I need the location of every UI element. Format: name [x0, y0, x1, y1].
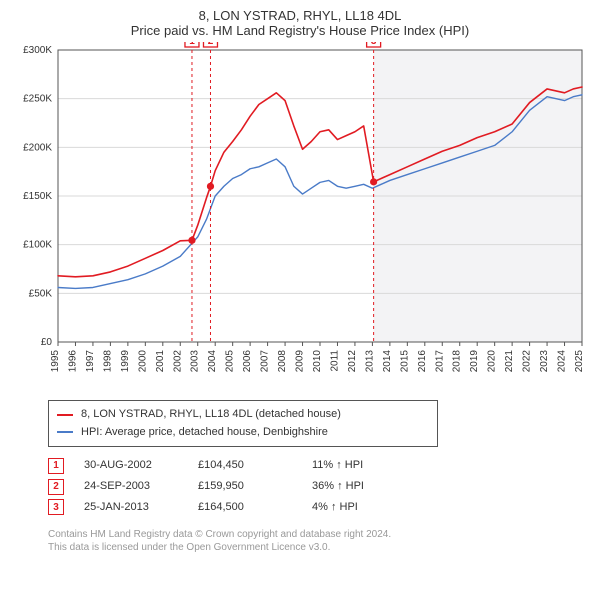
svg-text:2025: 2025: [574, 350, 585, 373]
svg-text:1995: 1995: [50, 350, 61, 373]
legend-swatch-icon: [57, 414, 73, 416]
legend-row: HPI: Average price, detached house, Denb…: [57, 424, 429, 442]
sale-row: 1 30-AUG-2002 £104,450 11% ↑ HPI: [48, 455, 590, 476]
svg-text:2004: 2004: [207, 350, 218, 373]
svg-text:£200K: £200K: [23, 142, 52, 153]
svg-text:2021: 2021: [504, 350, 515, 373]
svg-text:2001: 2001: [155, 350, 166, 373]
sale-price: £159,950: [198, 476, 298, 497]
svg-text:2014: 2014: [382, 350, 393, 373]
sale-date: 25-JAN-2013: [84, 497, 184, 518]
page-root: 8, LON YSTRAD, RHYL, LL18 4DL Price paid…: [0, 0, 600, 565]
svg-text:2019: 2019: [469, 350, 480, 373]
title-line-1: 8, LON YSTRAD, RHYL, LL18 4DL: [10, 8, 590, 23]
footnote-line-2: This data is licensed under the Open Gov…: [48, 542, 330, 553]
sale-row: 2 24-SEP-2003 £159,950 36% ↑ HPI: [48, 476, 590, 497]
sale-marker-num: 1: [53, 456, 59, 475]
svg-text:2000: 2000: [137, 350, 148, 373]
sale-price: £104,450: [198, 455, 298, 476]
svg-text:2003: 2003: [190, 350, 201, 373]
svg-text:2017: 2017: [434, 350, 445, 373]
footnote: Contains HM Land Registry data © Crown c…: [48, 528, 590, 555]
svg-text:1996: 1996: [67, 350, 78, 373]
svg-text:2006: 2006: [242, 350, 253, 373]
sale-date: 24-SEP-2003: [84, 476, 184, 497]
legend: 8, LON YSTRAD, RHYL, LL18 4DL (detached …: [48, 400, 438, 447]
sale-marker-num: 3: [53, 498, 59, 517]
svg-text:2009: 2009: [295, 350, 306, 373]
title-line-2: Price paid vs. HM Land Registry's House …: [10, 23, 590, 38]
svg-text:£150K: £150K: [23, 191, 52, 202]
svg-text:1997: 1997: [85, 350, 96, 373]
sale-marker-num: 2: [53, 477, 59, 496]
legend-row: 8, LON YSTRAD, RHYL, LL18 4DL (detached …: [57, 406, 429, 424]
sale-delta: 11% ↑ HPI: [312, 455, 402, 476]
sale-marker-icon: 3: [48, 499, 64, 515]
legend-label: 8, LON YSTRAD, RHYL, LL18 4DL (detached …: [81, 406, 341, 424]
svg-text:2015: 2015: [399, 350, 410, 373]
svg-text:2022: 2022: [522, 350, 533, 373]
chart-svg: £0 £50K £100K £150K £200K £250K £300K 1995 1996 1…: [10, 42, 590, 392]
svg-text:£50K: £50K: [29, 288, 53, 299]
legend-label: HPI: Average price, detached house, Denb…: [81, 424, 328, 442]
svg-text:£300K: £300K: [23, 45, 52, 56]
svg-text:1: 1: [189, 42, 195, 47]
svg-text:3: 3: [371, 42, 377, 47]
sale-row: 3 25-JAN-2013 £164,500 4% ↑ HPI: [48, 497, 590, 518]
svg-text:2016: 2016: [417, 350, 428, 373]
svg-text:£100K: £100K: [23, 240, 52, 251]
svg-text:2008: 2008: [277, 350, 288, 373]
svg-text:2011: 2011: [329, 350, 340, 372]
sale-delta: 4% ↑ HPI: [312, 497, 402, 518]
legend-swatch-icon: [57, 431, 73, 433]
svg-text:2013: 2013: [364, 350, 375, 373]
svg-text:2005: 2005: [225, 350, 236, 373]
sale-marker-icon: 2: [48, 479, 64, 495]
svg-text:2024: 2024: [557, 350, 568, 373]
svg-text:2020: 2020: [487, 350, 498, 373]
svg-text:1998: 1998: [102, 350, 113, 373]
svg-text:2002: 2002: [172, 350, 183, 373]
chart-area: £0 £50K £100K £150K £200K £250K £300K 1995 1996 1…: [10, 42, 590, 392]
svg-text:2010: 2010: [312, 350, 323, 373]
svg-text:2023: 2023: [539, 350, 550, 373]
svg-text:2018: 2018: [452, 350, 463, 373]
svg-text:£0: £0: [41, 337, 53, 348]
sale-delta: 36% ↑ HPI: [312, 476, 402, 497]
svg-text:1999: 1999: [120, 350, 131, 373]
svg-text:2: 2: [208, 42, 214, 47]
sales-table: 1 30-AUG-2002 £104,450 11% ↑ HPI 2 24-SE…: [48, 455, 590, 518]
sale-marker-icon: 1: [48, 458, 64, 474]
svg-text:2007: 2007: [260, 350, 271, 373]
svg-text:2012: 2012: [347, 350, 358, 373]
footnote-line-1: Contains HM Land Registry data © Crown c…: [48, 529, 391, 540]
chart-title: 8, LON YSTRAD, RHYL, LL18 4DL Price paid…: [10, 8, 590, 38]
sale-date: 30-AUG-2002: [84, 455, 184, 476]
sale-price: £164,500: [198, 497, 298, 518]
svg-text:£250K: £250K: [23, 94, 52, 105]
